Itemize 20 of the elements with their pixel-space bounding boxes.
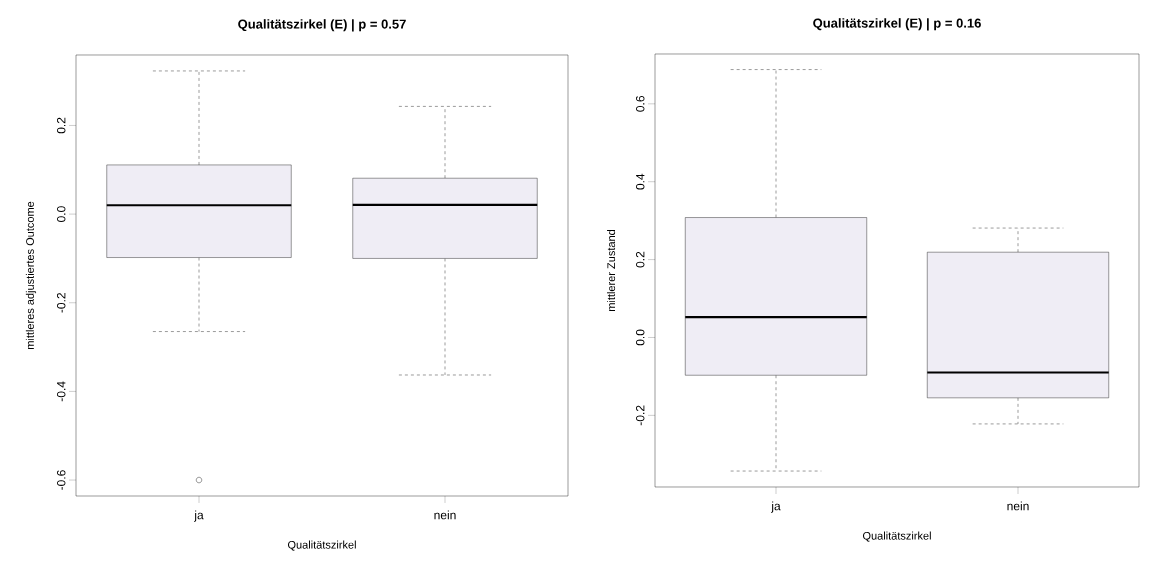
chart-title: Qualitätszirkel (E) | p = 0.16 <box>813 18 981 31</box>
x-tick-label: nein <box>1007 501 1029 511</box>
y-axis-title: mittlerer Zustand <box>607 229 616 312</box>
x-axis-title: Qualitätszirkel <box>862 531 931 542</box>
x-axis-title: Qualitätszirkel <box>287 540 356 551</box>
y-tick-label: 0.4 <box>635 173 645 190</box>
y-tick-label: 0.2 <box>56 117 66 134</box>
x-tick-label: nein <box>434 510 456 520</box>
y-tick-label: -0.6 <box>56 470 66 490</box>
x-tick-label: ja <box>771 501 781 513</box>
y-tick-label: -0.2 <box>56 293 66 313</box>
y-tick-label: 0.2 <box>635 251 645 268</box>
y-tick-label: 0.0 <box>56 206 66 222</box>
y-tick-label: 0.6 <box>635 96 645 112</box>
y-tick-label: -0.4 <box>56 381 66 402</box>
y-tick-label: 0.0 <box>635 329 645 346</box>
y-tick-label: -0.2 <box>635 405 645 426</box>
y-axis-title: mittleres adjustiertes Outcome <box>25 201 37 350</box>
x-tick-label: ja <box>194 510 204 522</box>
chart-title: Qualitätszirkel (E) | p = 0.57 <box>238 19 406 32</box>
